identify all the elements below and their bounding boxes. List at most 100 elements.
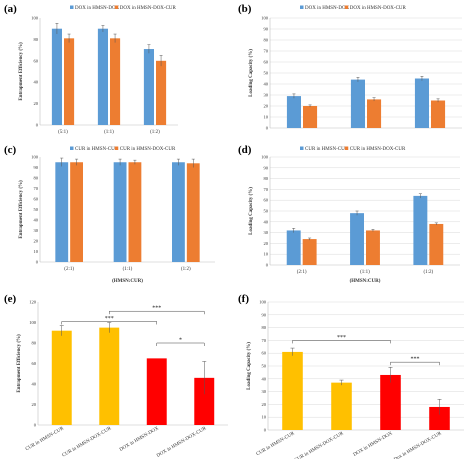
y-tick-label: 20 bbox=[34, 101, 39, 106]
y-tick-label: 40 bbox=[34, 80, 39, 85]
bar bbox=[99, 327, 120, 425]
bar bbox=[413, 195, 428, 265]
y-tick-label: 30 bbox=[264, 230, 269, 235]
y-tick-label: 50 bbox=[264, 71, 269, 76]
y-tick-label: 50 bbox=[262, 364, 267, 369]
significance-bracket bbox=[292, 340, 391, 344]
bar bbox=[380, 374, 401, 430]
x-tick-label: (1:2) bbox=[181, 267, 191, 272]
panel-label: (c) bbox=[4, 144, 17, 156]
y-tick-label: 60 bbox=[264, 60, 269, 65]
y-tick-label: 50 bbox=[264, 209, 269, 214]
y-tick-label: 80 bbox=[264, 38, 269, 43]
legend-swatch bbox=[300, 146, 304, 150]
x-tick-label: CUR in HMSN-CUR bbox=[25, 426, 65, 452]
x-axis-title: (HMSN:CUR) bbox=[112, 279, 143, 284]
y-tick-label: 40 bbox=[34, 218, 39, 223]
y-tick-label: 90 bbox=[262, 312, 267, 317]
y-tick-label: 10 bbox=[264, 115, 269, 120]
y-tick-label: 80 bbox=[262, 325, 267, 330]
y-tick-label: 40 bbox=[264, 82, 269, 87]
x-tick-label: DOX in HMSN-DOX bbox=[353, 431, 394, 458]
panel-label: (a) bbox=[4, 3, 17, 15]
y-tick-label: 0 bbox=[36, 260, 39, 265]
y-tick-label: 80 bbox=[264, 176, 269, 181]
y-tick-label: 40 bbox=[264, 219, 269, 224]
y-tick-label: 60 bbox=[34, 197, 39, 202]
chart-panel-b: (b) 0 10 20 30 40 50 60 70 80 90 100 Loading Capacit… bbox=[238, 3, 462, 131]
bar bbox=[143, 49, 154, 125]
bar bbox=[55, 162, 69, 262]
legend-swatch bbox=[70, 146, 74, 150]
bar bbox=[64, 38, 75, 125]
chart-panel-f: (f) 0 10 20 30 40 50 60 70 80 90 100 Loading Capacit… bbox=[238, 293, 464, 459]
y-tick-label: 80 bbox=[34, 176, 39, 181]
panel-label: (f) bbox=[238, 293, 249, 305]
bar bbox=[146, 358, 167, 425]
y-tick-label: 90 bbox=[264, 165, 269, 170]
y-tick-label: 100 bbox=[261, 16, 269, 21]
x-tick-label: DOX in HMSN-DOX-CUR bbox=[156, 426, 208, 459]
bar bbox=[331, 382, 352, 430]
bar bbox=[97, 28, 108, 126]
y-tick-label: 50 bbox=[34, 207, 39, 212]
y-tick-label: 80 bbox=[32, 341, 37, 346]
y-tick-label: 10 bbox=[262, 415, 267, 420]
bar bbox=[286, 96, 301, 128]
y-tick-label: 70 bbox=[264, 49, 269, 54]
y-tick-label: 60 bbox=[34, 58, 39, 63]
bar bbox=[282, 351, 303, 430]
legend-swatch bbox=[300, 5, 304, 9]
x-tick-label: (1:1) bbox=[104, 130, 114, 135]
bar bbox=[51, 330, 72, 425]
x-tick-label: CUR in HMSN-CUR bbox=[256, 431, 296, 457]
chart-panel-c: (c) 0 10 20 30 40 50 60 70 80 90 100 Entrapment Effi… bbox=[4, 144, 215, 284]
x-tick-label: CUR in HMSN-DOX-CUR bbox=[62, 426, 113, 458]
y-tick-label: 20 bbox=[262, 402, 267, 407]
significance-label: * bbox=[179, 338, 182, 344]
y-tick-label: 70 bbox=[262, 338, 267, 343]
y-tick-label: 20 bbox=[32, 402, 37, 407]
y-tick-label: 90 bbox=[34, 165, 39, 170]
legend-label: DOX in HMSN-DOX-CUR bbox=[350, 6, 407, 11]
bar bbox=[128, 162, 142, 262]
y-tick-label: 0 bbox=[36, 123, 39, 128]
bar bbox=[51, 28, 62, 126]
x-tick-label: (1:2) bbox=[150, 130, 160, 135]
bar bbox=[286, 230, 301, 265]
x-tick-label: (1:1) bbox=[360, 270, 370, 275]
significance-label: *** bbox=[152, 306, 161, 312]
y-tick-label: 0 bbox=[266, 126, 269, 131]
y-tick-label: 40 bbox=[262, 376, 267, 381]
bar bbox=[186, 163, 200, 262]
chart-panel-e: (e) 0 20 40 60 80 100 120 Entrapment Efficiency … bbox=[4, 293, 228, 459]
y-tick-label: 0 bbox=[266, 263, 269, 268]
significance-label: *** bbox=[105, 316, 114, 322]
y-tick-label: 0 bbox=[34, 423, 37, 428]
y-axis-title: Entrapment Efficiency (%) bbox=[17, 334, 22, 393]
y-axis-title: Entrapment Efficiency (%) bbox=[19, 42, 24, 101]
y-tick-label: 60 bbox=[32, 361, 37, 366]
panel-label: (e) bbox=[4, 293, 17, 305]
significance-bracket bbox=[390, 361, 440, 366]
y-tick-label: 100 bbox=[31, 16, 39, 21]
legend-swatch bbox=[344, 5, 349, 9]
significance-label: *** bbox=[337, 335, 346, 341]
chart-panel-a: (a) 0 20 40 60 80 100 Entrapment Efficiency (%)… bbox=[4, 3, 178, 135]
y-tick-label: 100 bbox=[259, 300, 267, 305]
legend-label: CUR in HMSN-CUR bbox=[75, 147, 119, 152]
y-tick-label: 20 bbox=[34, 239, 39, 244]
y-axis-title: Loading Capacity (%) bbox=[249, 49, 254, 97]
y-axis-title: Loading Capacity (%) bbox=[249, 187, 254, 235]
bar bbox=[366, 230, 380, 265]
legend-swatch bbox=[344, 146, 349, 150]
legend-swatch bbox=[70, 5, 74, 9]
bar bbox=[172, 162, 185, 262]
legend-label: DOX in HMSN-DOX bbox=[305, 6, 350, 11]
x-tick-label: (1:2) bbox=[423, 270, 433, 275]
x-tick-label: DOX in HMSN-DOX bbox=[119, 426, 160, 453]
x-tick-label: (5:1) bbox=[58, 130, 68, 135]
y-tick-label: 60 bbox=[262, 351, 267, 356]
bar bbox=[350, 213, 364, 265]
